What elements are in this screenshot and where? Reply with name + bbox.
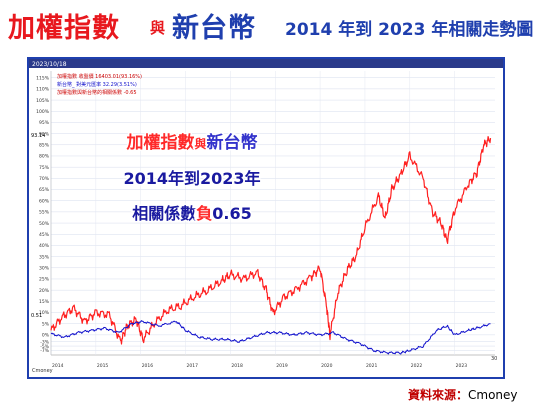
overlay-joiner: 與 [194, 136, 206, 151]
y-tick-label: 15% [39, 299, 50, 305]
y-tick-label: 65% [39, 187, 50, 193]
title-range: 2014 年到 2023 年相關走勢圖 [285, 20, 534, 40]
y-tick-label: 55% [39, 210, 50, 216]
x-year-label: 2019 [276, 363, 288, 369]
y-tick-label: 50% [39, 221, 50, 227]
x-year-label: 2015 [97, 363, 109, 369]
y-tick-label: 115% [36, 75, 50, 81]
title-twd: 新台幣 [172, 13, 256, 44]
y-tick-label: -3% [40, 339, 49, 345]
line-chart: 2023/10/18 115% 110% 105% 100% 95% 90% 85% 80% 7… [29, 59, 503, 377]
x-year-label: 2022 [411, 363, 423, 369]
y-tick-label: 70% [39, 176, 50, 182]
x-year-label: 2018 [231, 363, 243, 369]
marker-twd: 0.51 [31, 313, 42, 319]
overlay-range: 2014年到2023年 [123, 169, 260, 188]
svg-text:加權指數與新台幣: 加權指數與新台幣 [125, 132, 257, 153]
x-year-label: 2020 [321, 363, 333, 369]
brand-label: Cmoney [32, 368, 53, 374]
y-tick-label: 60% [39, 198, 50, 204]
source-value: Cmoney [468, 388, 518, 402]
y-tick-label: -5% [40, 344, 49, 350]
y-tick-label: 25% [39, 277, 50, 283]
x-year-label: 2021 [366, 363, 378, 369]
twd-line [50, 320, 491, 355]
svg-text:相關係數負0.65: 相關係數負0.65 [132, 204, 252, 223]
x-year-label: 2023 [456, 363, 468, 369]
y-tick-label: 30% [39, 265, 50, 271]
y-tick-label: 90% [39, 131, 50, 137]
title-taiex: 加權指數 [8, 13, 120, 44]
y-tick-label: 95% [39, 120, 50, 126]
y-tick-label: 5% [42, 321, 50, 327]
y-tick-label: 105% [36, 98, 50, 104]
source-note: 資料來源：Cmoney [408, 386, 518, 403]
x-year-label: 2014 [52, 363, 64, 369]
y-tick-label: 110% [36, 87, 50, 93]
overlay-text: 加權指數與新台幣 2014年到2023年 相關係數負0.65 [122, 131, 262, 225]
legend-correlation: 加權指數與新台幣的相關係數 -0.65 [57, 89, 137, 96]
source-label: 資料來源： [408, 388, 469, 402]
overlay-taiex: 加權指數 [125, 132, 194, 153]
overlay-coef-sign: 負 [196, 204, 212, 223]
y-tick-label: -7% [40, 348, 49, 354]
date-stamp: 2023/10/18 [32, 61, 67, 68]
taiex-line [50, 135, 492, 345]
overlay-coef-label: 相關係數 [132, 204, 196, 223]
chart-frame: 2023/10/18 115% 110% 105% 100% 95% 90% 85% 80% 7… [27, 57, 505, 379]
y-tick-label: 40% [39, 243, 50, 249]
header: 加權指數 與 新台幣 2014 年到 2023 年相關走勢圖 [0, 4, 540, 48]
overlay-twd: 新台幣 [207, 132, 258, 153]
y-tick-label: 45% [39, 232, 50, 238]
title-joiner: 與 [150, 19, 166, 37]
end-day-label: 30 [491, 356, 497, 362]
y-tick-label: 75% [39, 165, 50, 171]
legend-taiex: 加權指數 收盤價 16403.01(93.16%) [57, 73, 142, 80]
y-tick-label: 85% [39, 142, 50, 148]
x-year-label: 2017 [187, 363, 199, 369]
marker-taiex: 93.14 [31, 133, 45, 139]
y-tick-label: 100% [36, 109, 50, 115]
x-year-label: 2016 [142, 363, 154, 369]
y-tick-label: 20% [39, 288, 50, 294]
y-tick-label: 0% [42, 333, 50, 339]
legend-twd: 新台幣_ 對美元匯率 32.29(3.51%) [57, 81, 137, 88]
y-tick-label: 80% [39, 154, 50, 160]
y-tick-label: 10% [39, 310, 50, 316]
y-tick-label: 35% [39, 254, 50, 260]
overlay-coef-value: 0.65 [212, 204, 251, 223]
